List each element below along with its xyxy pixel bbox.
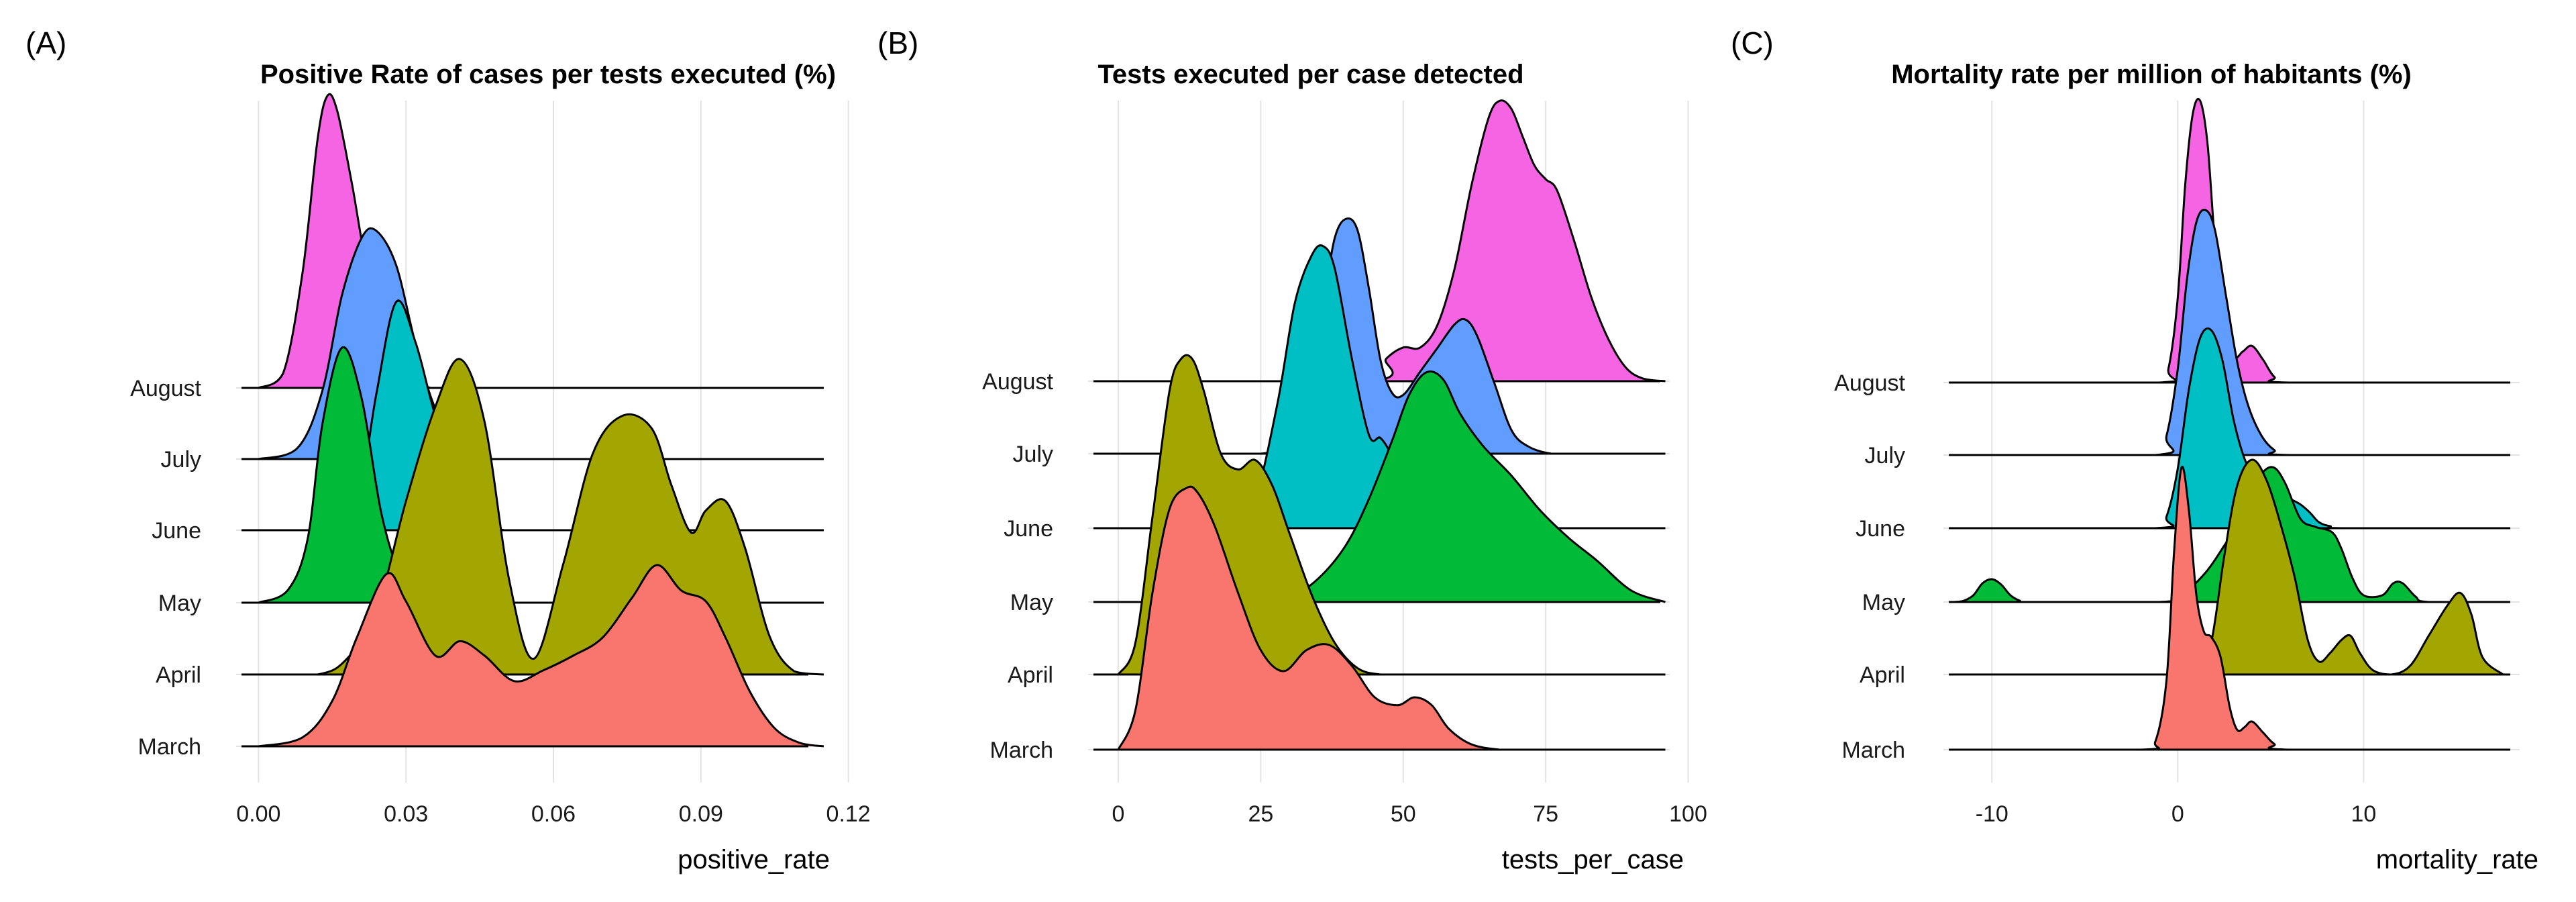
panel-a-x-labels: 0.00 0.03 0.06 0.09 0.12 (236, 801, 871, 827)
panel-c-title: Mortality rate per million of habitants … (1891, 60, 2412, 89)
panel-b-y-label-march: March (990, 738, 1053, 763)
panel-a-ridge-outline-march (258, 564, 824, 748)
panel-a-ridge-march (241, 564, 824, 748)
panel-b-x-axis-title: tests_per_case (1502, 845, 1684, 874)
panel-a-y-label-march: March (138, 734, 201, 760)
panel-a-ridges (241, 93, 824, 748)
panel-a-ridge-outline-april (258, 358, 824, 676)
panel-c-x-axis-title: mortality_rate (2376, 845, 2538, 874)
panel-b-ridge-outline-march (1117, 485, 1666, 751)
panel-b-y-label-june: June (1004, 516, 1053, 542)
panel-b-y-label-april: April (1008, 662, 1053, 688)
panel-a-x-tick-0: 0.00 (236, 801, 280, 827)
panel-c-y-label-march: March (1842, 738, 1905, 763)
panel-a-x-tick-2: 0.06 (531, 801, 576, 827)
panel-a-title: Positive Rate of cases per tests execute… (260, 60, 836, 89)
panel-c-y-label-may: May (1862, 590, 1905, 615)
panel-c-y-label-april: April (1860, 662, 1905, 688)
panel-c-ridge-april (1949, 458, 2510, 676)
panel-b-tag: (B) (877, 26, 918, 60)
panel-b-x-tick-0: 0 (1112, 801, 1125, 827)
panel-b-y-label-july: July (1013, 442, 1053, 467)
panel-c: (C) Mortality rate per million of habita… (1731, 26, 2538, 874)
panel-b-ridge-outline-august (1118, 99, 1666, 383)
panel-c-ridge-outline-june (1954, 327, 2504, 530)
panel-a-x-tick-3: 0.09 (679, 801, 723, 827)
panel-c-ridge-outline-august (1954, 97, 2504, 384)
panel-c-ridges (1949, 97, 2510, 751)
panel-a-y-label-july: July (161, 447, 201, 472)
panel-a-y-labels: August July June May April March (130, 376, 201, 760)
panel-b-x-labels: 0 25 50 75 100 (1112, 801, 1707, 827)
panel-c-y-label-july: July (1865, 443, 1905, 468)
panel-b-x-tick-4: 100 (1669, 801, 1707, 827)
panel-a-y-label-april: April (156, 662, 201, 688)
panel-b-y-label-may: May (1010, 590, 1053, 615)
panel-c-tag: (C) (1731, 26, 1774, 60)
panel-b-ridge-fill-march (1118, 487, 1666, 750)
panel-b-x-tick-2: 50 (1391, 801, 1416, 827)
panel-b: (B) Tests executed per case detected Aug… (877, 26, 1707, 874)
panel-b-ridges (1093, 99, 1666, 751)
panel-c-y-label-august: August (1834, 370, 1905, 396)
panel-a-ridge-fill-march (258, 564, 824, 746)
panel-a-ridge-fill-june (258, 300, 824, 530)
panel-c-x-tick-0: -10 (1976, 801, 2008, 827)
panel-b-ridge-fill-may (1118, 371, 1666, 602)
panel-b-ridge-march (1093, 485, 1666, 751)
panel-c-ridge-fill-april (1954, 459, 2504, 674)
panel-a-y-label-august: August (130, 376, 201, 401)
panel-a-ridge-fill-august (258, 94, 824, 389)
panel-b-x-tick-3: 75 (1533, 801, 1558, 827)
panel-a-y-label-may: May (158, 591, 201, 616)
panel-c-ridge-march (1949, 465, 2510, 751)
panel-a-x-tick-4: 0.12 (826, 801, 871, 827)
panel-b-title: Tests executed per case detected (1097, 60, 1523, 89)
panel-c-ridge-outline-march (1954, 465, 2504, 751)
panel-b-x-tick-1: 25 (1248, 801, 1273, 827)
panel-b-ridge-fill-april (1118, 355, 1666, 674)
panel-b-ridge-fill-july (1118, 218, 1666, 454)
panel-c-y-labels: August July June May April March (1834, 370, 1905, 763)
panel-c-y-label-june: June (1856, 516, 1905, 542)
panel-a: (A) Positive Rate of cases per tests exe… (25, 26, 871, 874)
panel-b-ridge-fill-august (1118, 100, 1666, 381)
panel-c-ridge-fill-july (1954, 209, 2504, 455)
panel-c-x-tick-2: 10 (2351, 801, 2376, 827)
panel-c-x-labels: -10 0 10 (1976, 801, 2377, 827)
panel-a-x-tick-1: 0.03 (384, 801, 428, 827)
panel-a-ridge-fill-may (258, 347, 824, 603)
panel-a-y-label-june: June (152, 518, 201, 544)
panel-c-ridge-outline-july (1954, 209, 2504, 456)
panel-c-x-tick-1: 0 (2171, 801, 2184, 827)
panel-c-ridge-fill-june (1954, 328, 2504, 528)
panel-b-y-labels: August July June May April March (982, 369, 1053, 763)
panel-b-y-label-august: August (982, 369, 1053, 395)
panel-c-ridge-outline-april (1954, 458, 2504, 676)
panel-a-tag: (A) (25, 26, 66, 60)
panel-a-x-axis-title: positive_rate (678, 845, 830, 874)
